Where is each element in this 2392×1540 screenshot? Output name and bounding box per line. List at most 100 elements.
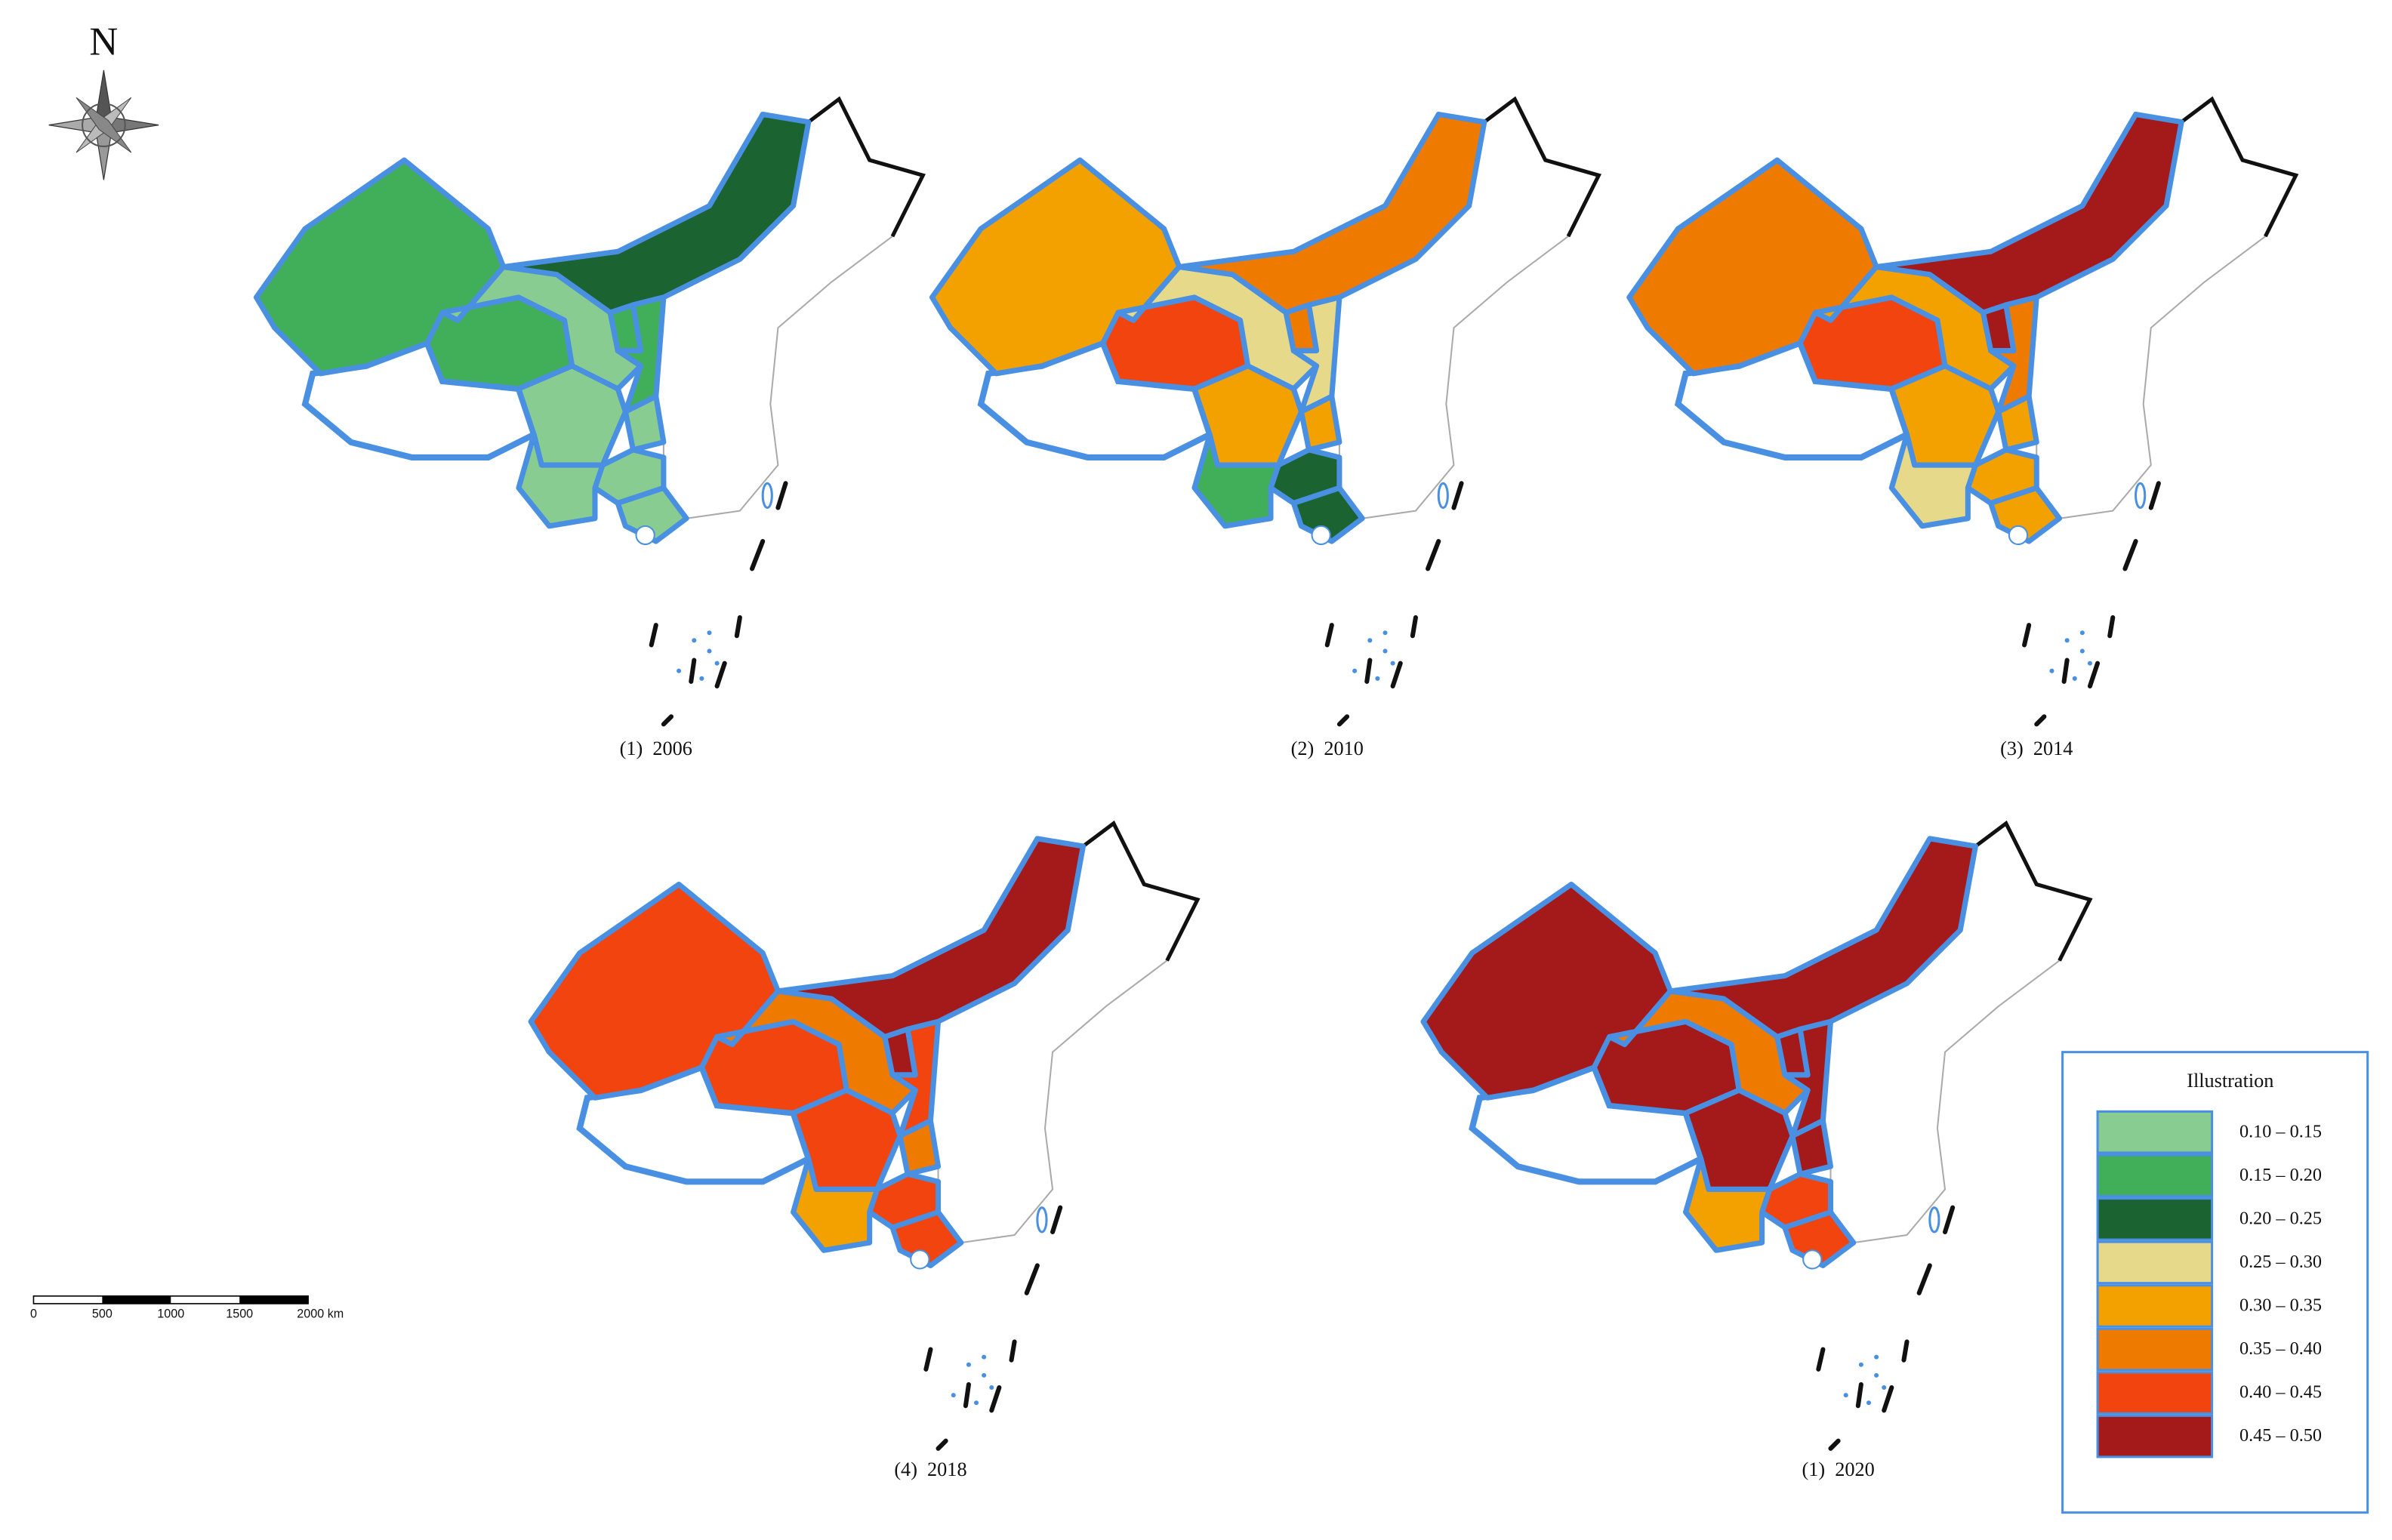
coast-line xyxy=(1081,820,1201,962)
island xyxy=(707,648,712,654)
island xyxy=(707,630,712,636)
coast-line xyxy=(1974,820,2093,962)
boundary-dash xyxy=(1009,1339,1017,1363)
legend-swatch xyxy=(2096,1110,2214,1154)
legend-swatch xyxy=(2096,1240,2214,1285)
legend-label: 0.15 – 0.20 xyxy=(2239,1165,2322,1185)
region xyxy=(889,1018,942,1139)
legend-label: 0.45 – 0.50 xyxy=(2239,1425,2322,1446)
map-panel xyxy=(929,96,1602,727)
island xyxy=(1036,1206,1048,1234)
region xyxy=(1176,111,1487,316)
boundary-dash xyxy=(1426,539,1441,571)
legend-swatch xyxy=(2096,1153,2214,1198)
legend-swatch xyxy=(2096,1371,2214,1415)
region xyxy=(1996,393,2039,453)
region xyxy=(775,836,1087,1040)
legend-label: 0.25 – 0.30 xyxy=(2239,1252,2322,1272)
boundary-dash xyxy=(1816,1347,1826,1372)
island xyxy=(714,661,720,666)
legend-label: 0.40 – 0.45 xyxy=(2239,1382,2322,1403)
region xyxy=(1290,485,1365,544)
boundary-dash xyxy=(1050,1205,1063,1235)
island xyxy=(699,676,704,681)
boundary-dash xyxy=(1390,661,1403,688)
island xyxy=(2135,482,2147,510)
region xyxy=(1782,1018,1834,1139)
boundary-dash xyxy=(750,539,766,571)
island xyxy=(1843,1393,1848,1398)
island xyxy=(1928,1206,1940,1234)
panel-caption: (1) 2006 xyxy=(620,738,692,759)
island xyxy=(2049,668,2054,673)
island xyxy=(1382,648,1388,654)
legend-swatch xyxy=(2096,1414,2214,1458)
compass-label: N xyxy=(89,20,118,64)
legend-swatch xyxy=(2096,1197,2214,1241)
island xyxy=(1437,482,1449,510)
region xyxy=(1683,1156,1773,1253)
boundary-dash xyxy=(936,1438,948,1451)
panel-caption: (1) 2020 xyxy=(1802,1458,1874,1480)
map-panel xyxy=(528,820,1201,1451)
boundary-dash xyxy=(714,661,727,688)
island xyxy=(1375,676,1380,681)
map-panel xyxy=(253,96,926,727)
boundary-dash xyxy=(1942,1205,1956,1235)
island xyxy=(1311,525,1331,546)
island xyxy=(1882,1384,1887,1391)
legend-title: Illustration xyxy=(2187,1070,2273,1092)
island xyxy=(635,525,655,546)
boundary-dash xyxy=(1916,1263,1932,1295)
island xyxy=(692,638,697,643)
island xyxy=(1874,1354,1879,1360)
scale-label: 1000 xyxy=(157,1307,184,1320)
region xyxy=(1888,432,1978,529)
region xyxy=(1988,485,2063,544)
island xyxy=(2072,676,2077,681)
island xyxy=(1352,668,1358,673)
scale-bar xyxy=(32,1295,309,1304)
boundary-dash xyxy=(689,658,697,684)
island xyxy=(2008,525,2029,546)
scale-label: 2000 km xyxy=(297,1307,344,1320)
boundary-dash xyxy=(1364,658,1373,684)
region xyxy=(516,432,606,529)
region xyxy=(791,1156,880,1253)
island xyxy=(2087,661,2092,666)
map-panel xyxy=(1420,820,2093,1451)
legend-swatch xyxy=(2096,1284,2214,1328)
region xyxy=(897,1118,942,1177)
boundary-dash xyxy=(2034,714,2047,727)
boundary-dash xyxy=(1410,614,1418,639)
panel-caption: (4) 2018 xyxy=(894,1458,966,1480)
legend-label: 0.35 – 0.40 xyxy=(2239,1338,2322,1359)
boundary-dash xyxy=(775,481,788,510)
region xyxy=(622,393,667,453)
boundary-dash xyxy=(2022,623,2032,648)
region xyxy=(1290,294,1342,414)
island xyxy=(966,1362,971,1367)
boundary-dash xyxy=(2061,658,2070,684)
island xyxy=(1874,1372,1879,1378)
island xyxy=(1866,1400,1872,1406)
boundary-dash xyxy=(1901,1339,1910,1363)
island xyxy=(2079,648,2085,654)
coast-line xyxy=(2180,96,2299,238)
island xyxy=(974,1400,979,1406)
region xyxy=(889,1209,964,1268)
region xyxy=(1988,294,2039,414)
boundary-dash xyxy=(1828,1438,1841,1451)
boundary-dash xyxy=(1882,1384,1894,1413)
scale-label: 0 xyxy=(30,1307,37,1320)
island xyxy=(982,1354,987,1360)
boundary-dash xyxy=(1024,1263,1040,1295)
coast-line xyxy=(1483,96,1602,238)
boundary-dash xyxy=(1324,623,1334,648)
island xyxy=(1367,638,1373,643)
boundary-dash xyxy=(2107,614,2116,639)
island xyxy=(1390,661,1395,666)
region xyxy=(615,485,689,544)
